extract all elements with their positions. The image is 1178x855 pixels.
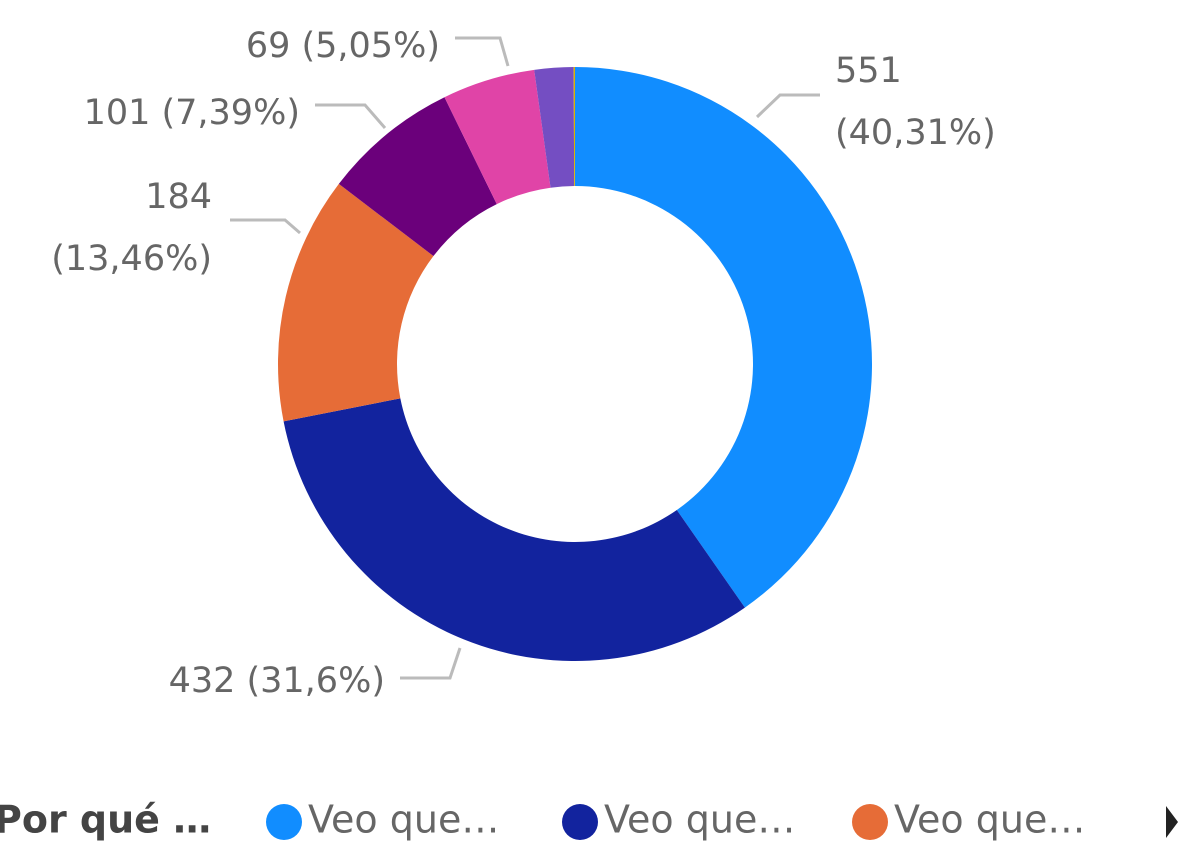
donut-segment [444, 69, 551, 205]
legend-next-arrow[interactable] [1166, 806, 1178, 838]
data-label: 184 (13,46%) [51, 177, 212, 279]
legend-marker [266, 804, 302, 840]
legend-label: Veo que… [894, 798, 1085, 842]
leader-line [230, 218, 301, 235]
data-label: 101 (7,39%) [84, 93, 300, 133]
leader-line [315, 103, 387, 129]
donut-segment [338, 97, 497, 257]
leader-line [455, 36, 510, 67]
legend-marker [852, 804, 888, 840]
donut-segment [573, 67, 575, 187]
leader-line [755, 93, 820, 119]
donut-segment [283, 398, 745, 661]
data-label: 69 (5,05%) [246, 26, 440, 66]
donut-segment [575, 67, 872, 608]
legend-label: Veo que… [604, 798, 795, 842]
legend-label: Veo que… [308, 798, 499, 842]
legend-marker [562, 804, 598, 840]
legend-title: Por qué … [0, 798, 211, 842]
data-label: 432 (31,6%) [169, 661, 385, 701]
leader-lines [230, 36, 820, 680]
donut-segment [278, 183, 434, 422]
leader-line [400, 647, 462, 680]
donut-segment [534, 67, 575, 188]
data-label: 551 (40,31%) [835, 51, 996, 153]
